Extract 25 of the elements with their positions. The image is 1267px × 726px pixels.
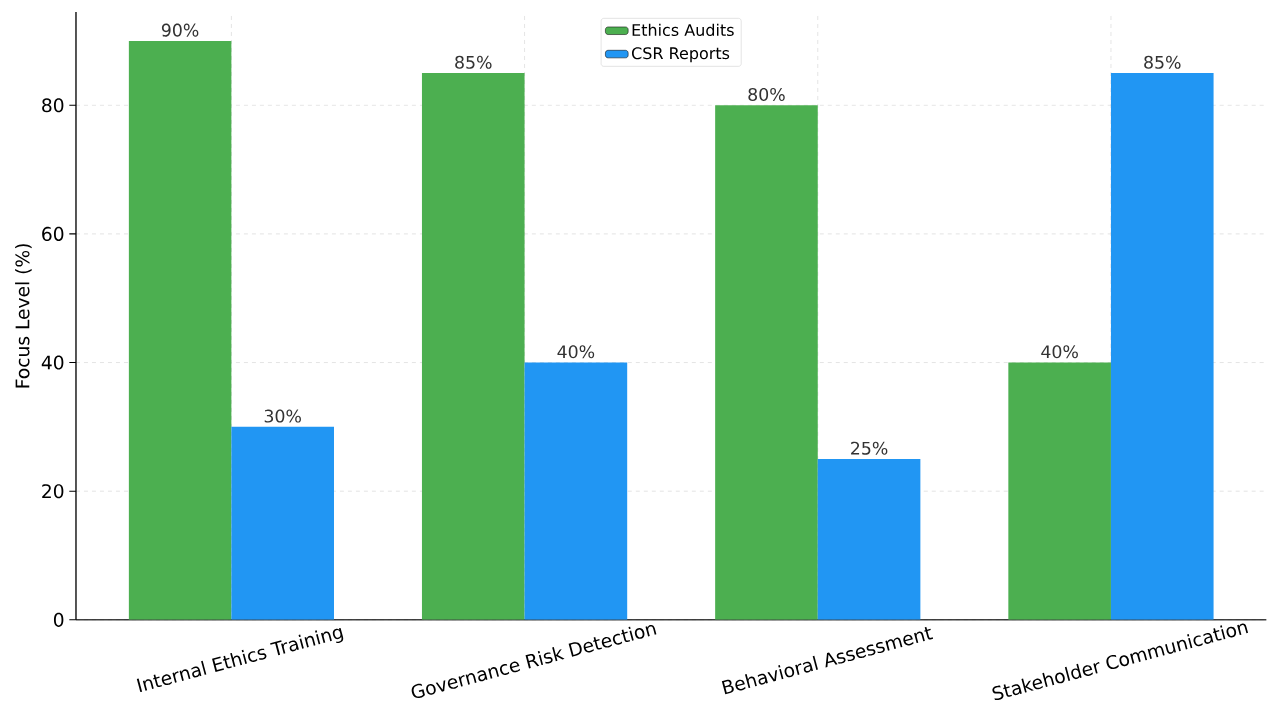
data-label: 85% [455, 55, 492, 69]
bar [421, 73, 525, 620]
data-label: 85% [1144, 55, 1181, 69]
data-label: 80% [748, 87, 785, 102]
data-label: 25% [851, 441, 888, 455]
bar [231, 426, 334, 620]
y-tick-label: 60 [42, 226, 64, 242]
data-label: 30% [264, 409, 301, 423]
bar [128, 41, 232, 620]
bar [817, 459, 921, 620]
legend-label: Ethics Audits [632, 23, 734, 37]
data-label: 90% [161, 23, 199, 37]
x-tick-label: Internal Ethics Training [136, 627, 344, 693]
y-axis-title: Focus Level (%) [15, 244, 32, 388]
bar [1110, 73, 1214, 620]
bar [1008, 362, 1111, 620]
y-tick-label: 20 [42, 484, 64, 499]
y-tick-label: 0 [53, 612, 64, 627]
y-tick-label: 40 [41, 355, 64, 370]
bar [524, 362, 628, 620]
data-label: 40% [557, 345, 595, 359]
legend-label: CSR Reports [631, 47, 730, 63]
y-tick-label: 80 [42, 98, 64, 113]
bar [715, 105, 818, 620]
data-label: 40% [1041, 345, 1078, 359]
